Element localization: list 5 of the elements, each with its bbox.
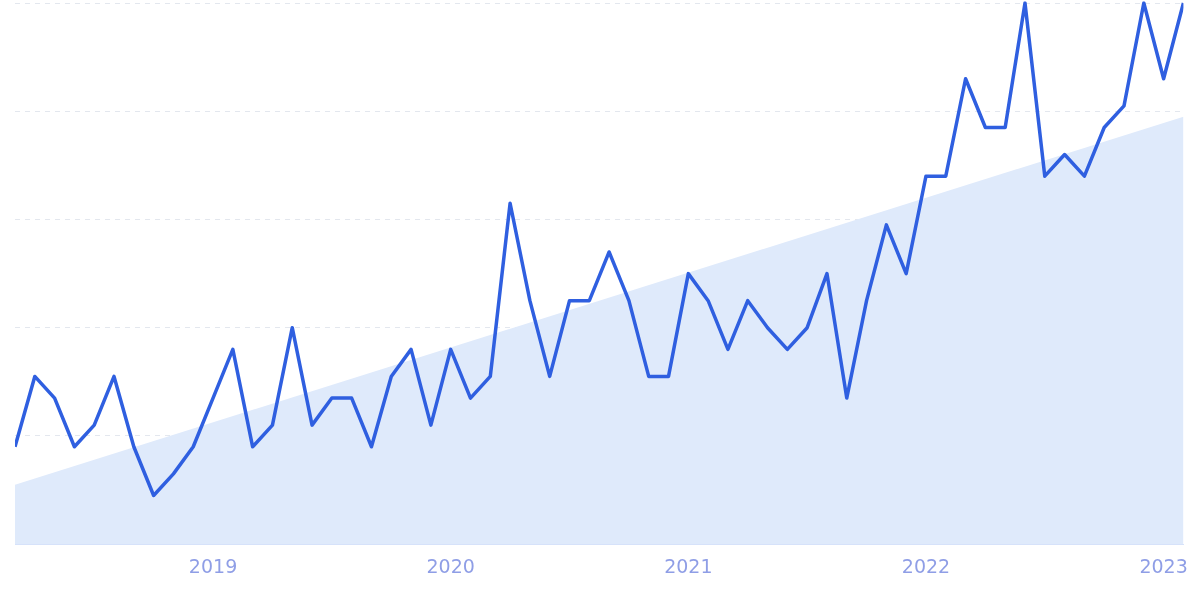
x-tick-label: 2022	[901, 554, 951, 577]
x-tick-label: 2021	[664, 554, 713, 577]
x-tick-label: 2019	[188, 554, 238, 577]
x-tick-label: 2020	[426, 554, 475, 577]
x-tick-label: 2023	[1139, 554, 1188, 577]
